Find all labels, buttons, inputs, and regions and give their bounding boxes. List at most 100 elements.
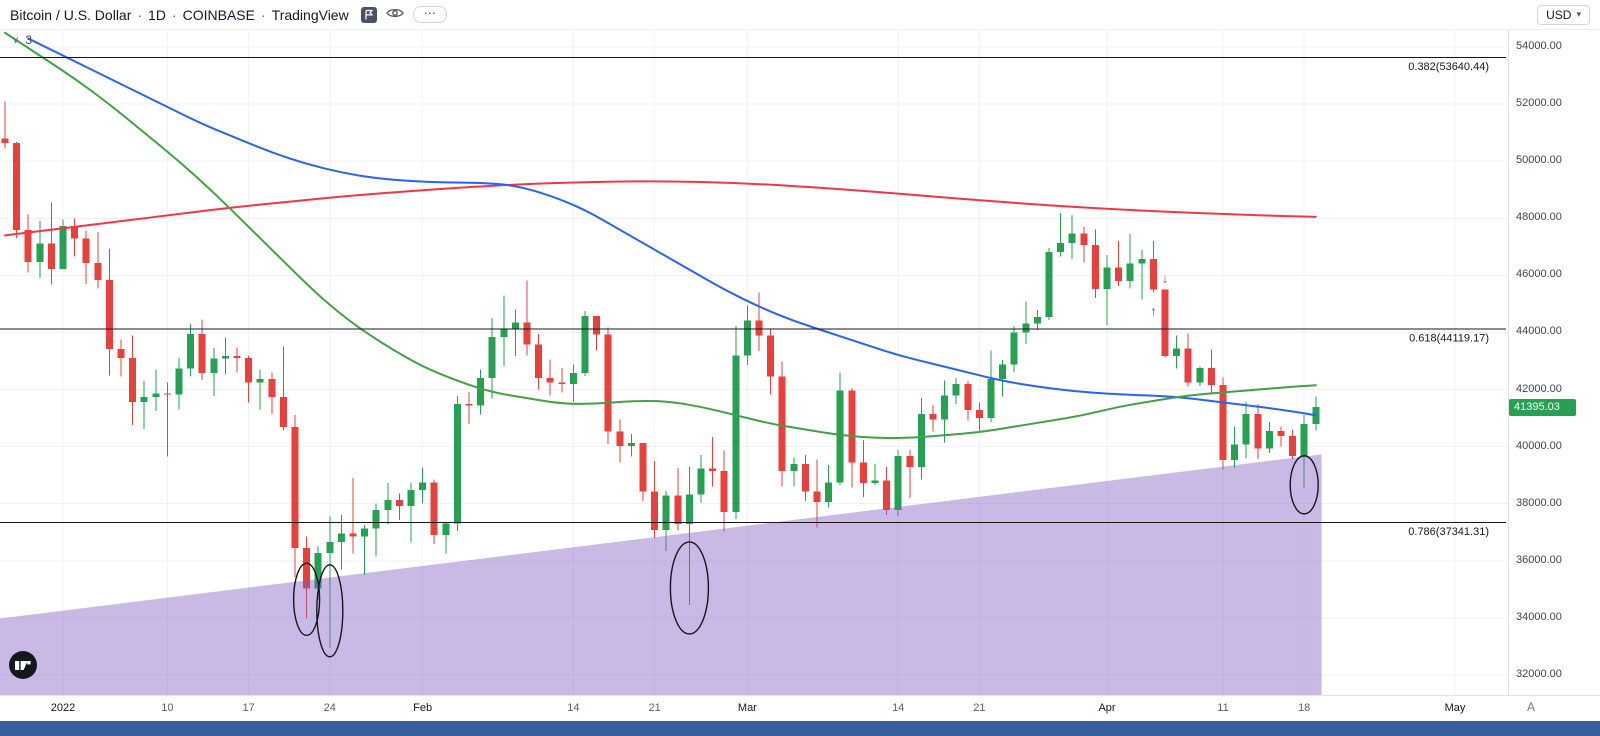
candle-body	[384, 499, 392, 510]
symbol-legend[interactable]: Bitcoin / U.S. Dollar · 1D · COINBASE · …	[10, 7, 349, 23]
candle-body	[279, 396, 287, 428]
candle-body	[221, 356, 229, 359]
candle-body	[349, 533, 357, 537]
candle-body	[152, 393, 160, 398]
candle-body	[233, 356, 241, 358]
candle-body	[871, 480, 879, 483]
fib-level-label: 0.382(53640.44)	[1408, 61, 1489, 73]
candle-body	[1022, 323, 1030, 333]
price-axis[interactable]: 54000.00 52000.00 50000.00 48000.00 46000.00…	[1508, 30, 1600, 695]
ellipse-annotation[interactable]	[292, 562, 321, 637]
candle-body	[593, 315, 601, 335]
time-axis-label[interactable]: 10	[161, 702, 174, 714]
time-axis-label[interactable]: Feb	[413, 702, 433, 714]
ascending-trendline-area[interactable]	[0, 454, 1322, 695]
legend-collapse-toggle[interactable]: ∨ 3	[12, 33, 32, 47]
candle-body	[314, 552, 322, 589]
candle-body	[813, 491, 821, 502]
eye-icon[interactable]	[385, 6, 404, 24]
time-axis[interactable]: 2022 10 17 24 Feb 14 21 Mar 14 21 Apr 11 18 May	[0, 695, 1600, 721]
time-axis-label[interactable]: 24	[323, 702, 336, 714]
ma-mid-blue[interactable]	[27, 37, 1317, 417]
separator-dot: ·	[171, 6, 177, 23]
grid-layer	[0, 30, 1508, 695]
candle-body	[303, 547, 311, 589]
time-axis-label[interactable]: 2022	[50, 702, 76, 714]
candle-body	[47, 243, 55, 270]
candle-body	[616, 431, 624, 446]
candle-body	[511, 322, 519, 330]
candle-body	[1103, 267, 1111, 289]
candle-body	[1277, 430, 1285, 436]
candle-body	[1115, 267, 1123, 281]
time-axis-label[interactable]: Mar	[737, 702, 757, 714]
time-axis-label[interactable]: 14	[567, 702, 580, 714]
candle-body	[639, 443, 647, 492]
candle-body	[952, 383, 960, 396]
candle-body	[326, 542, 334, 553]
ellipse-annotation[interactable]	[316, 564, 344, 658]
candle-body	[453, 403, 461, 524]
price-axis-label: 36000.00	[1516, 553, 1562, 566]
candle-body	[1149, 258, 1157, 290]
candle-body	[337, 533, 345, 543]
last-price-badge: 41395.03	[1509, 398, 1576, 416]
candle-body	[187, 333, 195, 369]
time-axis-label[interactable]: May	[1444, 702, 1466, 714]
candle-body	[743, 320, 751, 356]
time-axis-label[interactable]: 21	[973, 702, 986, 714]
candle-body	[1068, 233, 1076, 244]
currency-label: USD	[1546, 7, 1572, 22]
more-options-icon[interactable]: ⋯	[412, 6, 447, 23]
time-axis-label[interactable]: 18	[1298, 702, 1311, 714]
down-arrow-annotation[interactable]: ↓	[1162, 271, 1169, 286]
candle-body	[1300, 423, 1308, 456]
candle-body	[71, 225, 79, 239]
up-arrow-annotation[interactable]: ↑	[1150, 303, 1157, 318]
price-axis-label: 40000.00	[1516, 439, 1562, 452]
candle-body	[1173, 348, 1181, 357]
candle-body	[1126, 263, 1134, 281]
time-axis-label[interactable]: 11	[1217, 702, 1229, 714]
interval-label[interactable]: 1D	[148, 6, 166, 23]
candle-body	[210, 358, 218, 373]
time-axis-label[interactable]: 14	[892, 702, 905, 714]
candle-body	[1242, 413, 1250, 445]
symbol-title[interactable]: Bitcoin / U.S. Dollar	[10, 6, 132, 23]
tradingview-logo[interactable]	[9, 651, 37, 679]
price-axis-label: 32000.00	[1516, 668, 1562, 680]
price-axis-label: 46000.00	[1516, 268, 1562, 281]
time-axis-label[interactable]: Apr	[1098, 702, 1116, 714]
candle-body	[523, 322, 531, 345]
chart-canvas[interactable]: 0.382(53640.44) 0.618(44119.17) 0.786(3734…	[0, 30, 1508, 695]
ma-fast-green[interactable]	[4, 31, 1317, 440]
candle-body	[917, 414, 925, 468]
fib-level-label: 0.618(44119.17)	[1409, 333, 1489, 345]
brand-label[interactable]: TradingView	[271, 6, 349, 23]
candle-body	[82, 238, 90, 264]
flag-icon[interactable]	[360, 6, 377, 23]
last-price-value: 41395.03	[1514, 400, 1560, 413]
candle-body	[500, 329, 508, 338]
candle-body	[848, 390, 856, 463]
axis-corner-button[interactable]: A	[1527, 700, 1536, 714]
candle-body	[1231, 444, 1239, 461]
candle-body	[767, 335, 775, 377]
currency-button[interactable]: USD ▾	[1537, 4, 1590, 25]
ellipse-annotation[interactable]	[669, 541, 710, 635]
candle-body	[581, 315, 589, 373]
candle-body	[987, 379, 995, 419]
ellipse-annotation[interactable]	[1289, 455, 1319, 515]
candle-body	[546, 377, 554, 383]
time-axis-label[interactable]: 17	[242, 702, 255, 714]
ma-long-red[interactable]	[4, 180, 1317, 237]
candle-body	[975, 409, 983, 419]
fib-level-label: 0.786(37341.31)	[1408, 526, 1489, 538]
time-axis-label[interactable]: 21	[648, 702, 661, 714]
chevron-down-icon: ∨	[12, 34, 20, 46]
legend-action-icons: ⋯	[360, 6, 447, 24]
price-axis-label: 54000.00	[1516, 40, 1562, 52]
candle-body	[105, 280, 113, 349]
candle-body	[129, 358, 137, 403]
